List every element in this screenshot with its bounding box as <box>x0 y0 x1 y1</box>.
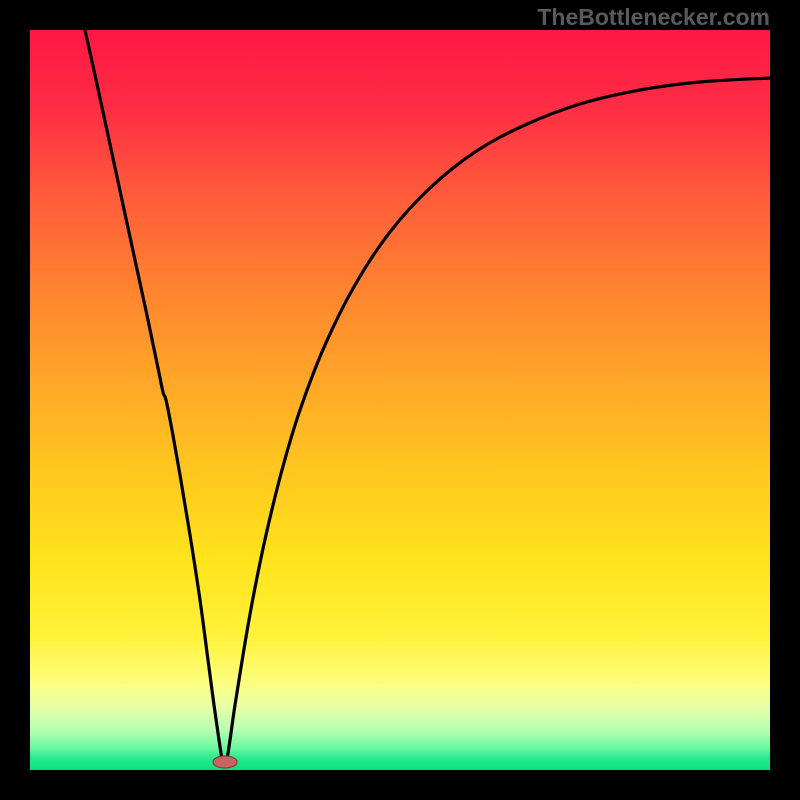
watermark-label: TheBottlenecker.com <box>537 4 770 31</box>
minimum-marker <box>213 756 237 768</box>
curve-left-branch <box>85 30 222 760</box>
plot-area <box>30 30 770 770</box>
curve-right-branch <box>227 78 770 760</box>
chart-svg <box>0 0 800 800</box>
